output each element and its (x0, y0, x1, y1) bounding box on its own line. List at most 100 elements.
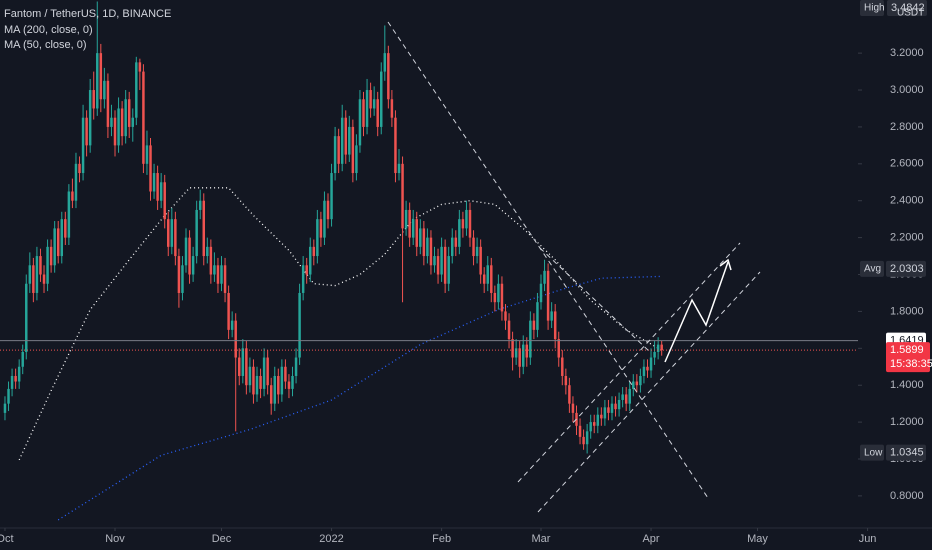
candle-body (17, 366, 21, 382)
candle-body (248, 366, 252, 386)
candle-body (564, 375, 568, 386)
y-tick-label: 2.6000 (890, 158, 924, 170)
x-tick-label: Jun (859, 533, 877, 545)
countdown: 15:38:35 (890, 358, 932, 370)
candle-body (163, 182, 166, 220)
candle-body (21, 352, 24, 367)
candle-body (344, 117, 347, 155)
y-tick-label: 1.4000 (890, 379, 924, 391)
candle-body (504, 311, 507, 321)
candle-body (365, 90, 369, 127)
candle-body (550, 311, 553, 321)
candle-body (518, 348, 521, 367)
candle-body (56, 228, 60, 257)
low-tag (860, 444, 884, 461)
channel-line (517, 242, 741, 483)
candle-body (397, 163, 401, 174)
candle-body (539, 283, 543, 303)
low-badge (886, 444, 926, 461)
candle-body (309, 246, 312, 275)
y-tick-label: 3.0000 (890, 84, 924, 96)
candle-body (39, 256, 42, 275)
candle-body (138, 62, 142, 72)
candle-body (500, 283, 504, 312)
high-tag-label: High (864, 3, 885, 14)
candle-body (92, 90, 95, 109)
candle-body (486, 265, 489, 284)
candle-body (617, 399, 621, 410)
candle-body (475, 246, 479, 257)
candle-body (468, 209, 472, 238)
candle-body (330, 173, 333, 220)
low-value: 1.0345 (890, 447, 924, 459)
candle-body (419, 228, 422, 247)
candle-body (348, 126, 351, 155)
candle-body (280, 366, 284, 395)
x-tick-label: Dec (212, 533, 232, 545)
candle-body (607, 407, 610, 413)
candle-body (167, 219, 170, 247)
candle-body (362, 99, 365, 127)
candle-body (259, 375, 262, 389)
candle-body (376, 99, 379, 127)
candle-body (585, 431, 589, 445)
candle-body (404, 209, 408, 229)
candle-body (621, 394, 624, 400)
trendline (387, 21, 709, 499)
candle-body (642, 366, 646, 376)
candle-body (568, 385, 571, 404)
candle-body (610, 403, 614, 413)
candle-body (493, 292, 497, 303)
moving-average (57, 275, 662, 521)
candle-body (443, 246, 447, 284)
candle-body (514, 348, 518, 358)
channel-line (537, 271, 761, 513)
candle-body (383, 53, 387, 72)
candle-body (380, 71, 383, 127)
candle-body (81, 117, 85, 174)
candle-body (142, 71, 145, 164)
candle-body (241, 348, 245, 376)
candle-body (312, 246, 316, 257)
candle-body (582, 436, 585, 445)
candle-body (198, 200, 202, 210)
candle-body (490, 265, 493, 293)
candle-body (660, 344, 663, 351)
candle-body (543, 270, 546, 284)
candle-body (42, 274, 46, 284)
candle-body (426, 237, 429, 257)
candle-body (536, 302, 539, 330)
candle-body (479, 246, 482, 275)
candle-body (159, 182, 163, 201)
candle-body (106, 80, 110, 127)
candle-body (120, 108, 124, 137)
candle-body (113, 117, 117, 146)
candle-body (174, 219, 177, 257)
candle-body (529, 320, 532, 358)
candle-body (273, 375, 276, 404)
candle-body (238, 357, 241, 376)
candle-body (294, 357, 298, 376)
candle-body (624, 394, 628, 404)
candle-body (507, 320, 511, 340)
candle-body (522, 344, 525, 367)
candle-body (639, 375, 642, 386)
candle-body (85, 117, 88, 146)
candle-body (255, 375, 259, 395)
candle-body (202, 200, 206, 257)
candle-body (131, 117, 135, 127)
candle-body (269, 385, 273, 404)
y-tick-label: 1.2000 (890, 416, 924, 428)
candle-body (71, 191, 74, 201)
high-badge (887, 0, 927, 16)
plot-area (0, 1, 858, 521)
candle-body (220, 265, 223, 284)
candle-body (553, 311, 557, 340)
candle-body (156, 173, 159, 201)
last-price-badge (886, 342, 930, 373)
candle-body (525, 344, 529, 358)
trendline (539, 247, 651, 353)
x-tick-label: Apr (642, 533, 659, 545)
candle-body (262, 357, 266, 389)
candle-body (7, 388, 10, 404)
